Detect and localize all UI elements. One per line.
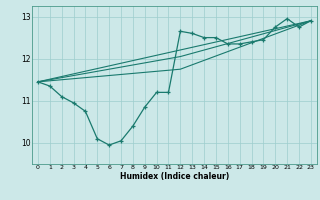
X-axis label: Humidex (Indice chaleur): Humidex (Indice chaleur): [120, 172, 229, 181]
